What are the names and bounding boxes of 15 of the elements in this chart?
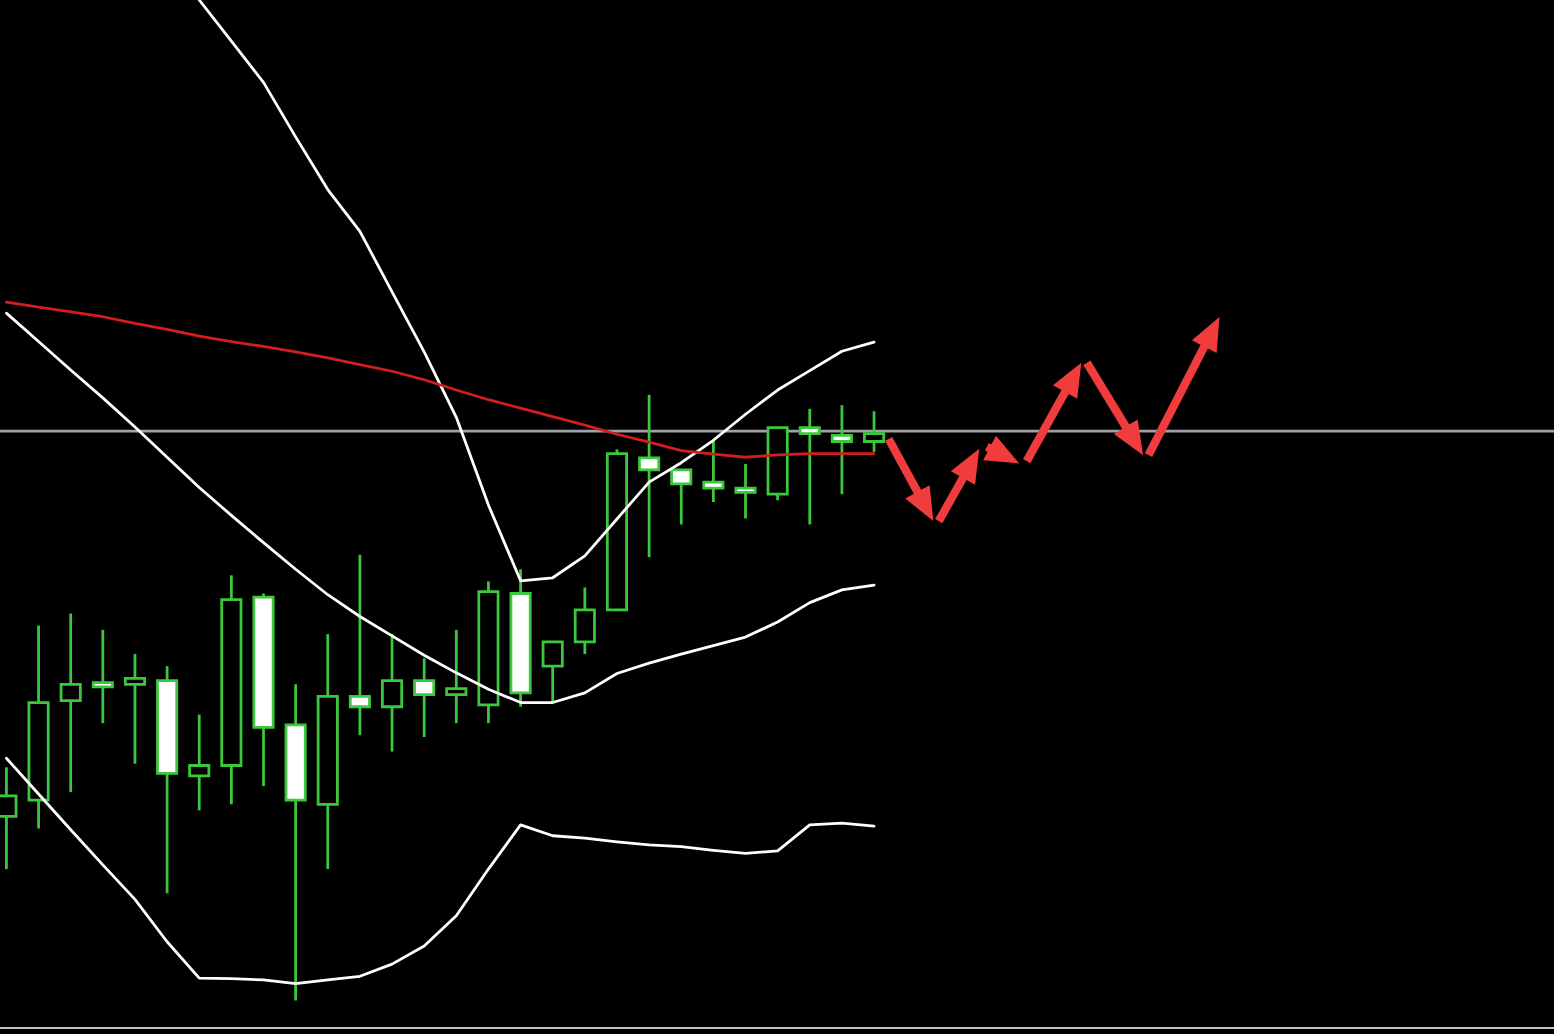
- candlestick: [863, 409, 886, 454]
- candlestick: [830, 403, 853, 496]
- candlestick: [445, 628, 468, 725]
- candlestick: [638, 393, 661, 559]
- candlestick: [381, 632, 404, 753]
- candlestick: [91, 628, 114, 725]
- candlestick: [670, 468, 693, 526]
- candlestick: [734, 462, 757, 520]
- candlestick: [188, 713, 211, 812]
- candlestick: [702, 438, 725, 504]
- candlestick: [59, 612, 82, 794]
- candlestick: [573, 586, 596, 656]
- candlestick: [541, 640, 564, 704]
- candlestick: [123, 652, 146, 766]
- candlestick: [798, 407, 821, 526]
